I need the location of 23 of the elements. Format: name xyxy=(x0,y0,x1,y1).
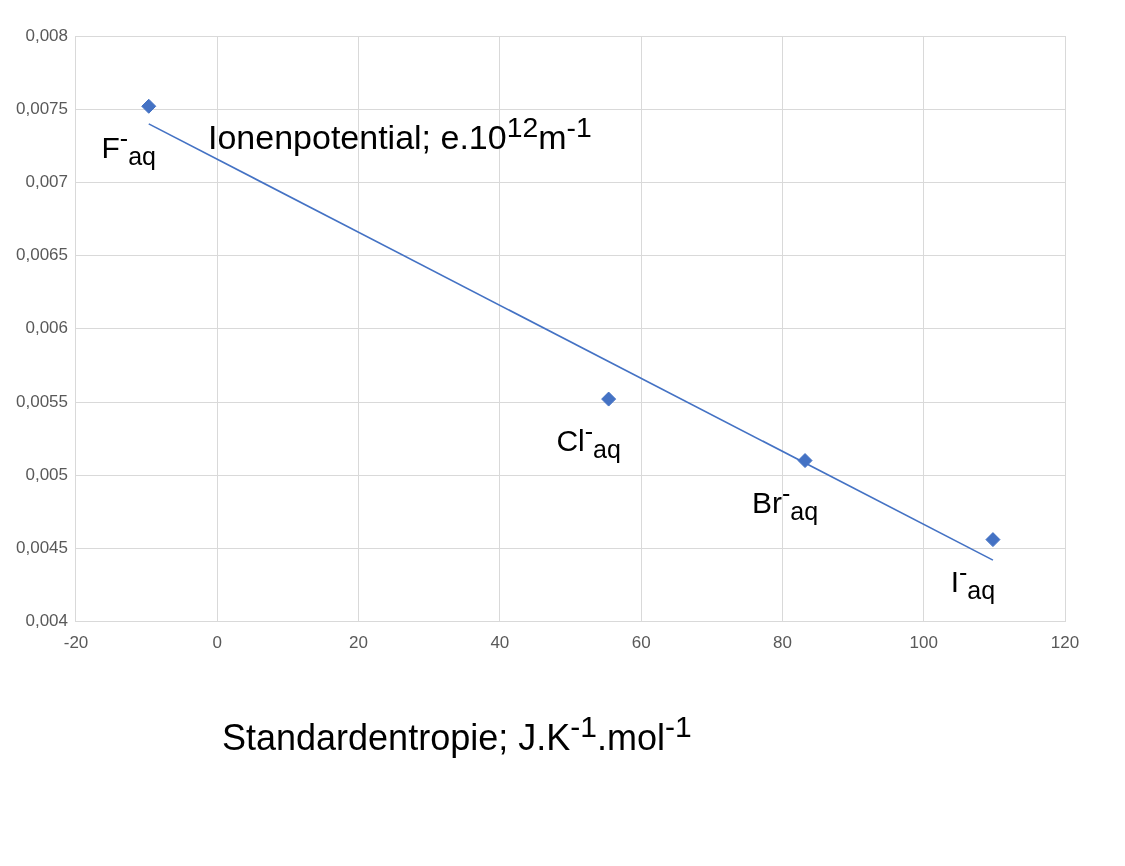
y-tick-label: 0,006 xyxy=(25,318,68,338)
x-axis-title: Standardentropie; J.K$^{-1}$.mol$^{-1}$ xyxy=(221,709,692,759)
x-tick-label: 80 xyxy=(772,633,792,653)
y-tick-label: 0,007 xyxy=(25,172,68,192)
x-tick-label: 0 xyxy=(212,633,223,653)
x-tick-label: 60 xyxy=(631,633,651,653)
point xyxy=(797,453,813,469)
y-tick-label: 0,0075 xyxy=(16,98,68,118)
y-tick-label: 0,0055 xyxy=(16,391,68,411)
y-axis-title: Ionenpotential; e.10$^{12}$m$^{-1}$ xyxy=(207,111,592,158)
point xyxy=(601,391,617,407)
x-tick-label: 100 xyxy=(909,633,938,653)
point xyxy=(141,98,157,114)
x-tick-label: 40 xyxy=(490,633,510,653)
y-tick-label: 0,004 xyxy=(25,611,68,631)
point xyxy=(985,532,1001,548)
y-tick-label: 0,008 xyxy=(25,25,68,45)
y-tick-label: 0,0065 xyxy=(16,245,68,265)
x-tick-label: 120 xyxy=(1050,633,1080,653)
x-tick-label: -20 xyxy=(63,633,89,653)
x-tick-label: 20 xyxy=(349,633,369,653)
y-tick-label: 0,0045 xyxy=(16,538,68,558)
y-tick-label: 0,005 xyxy=(25,464,68,484)
